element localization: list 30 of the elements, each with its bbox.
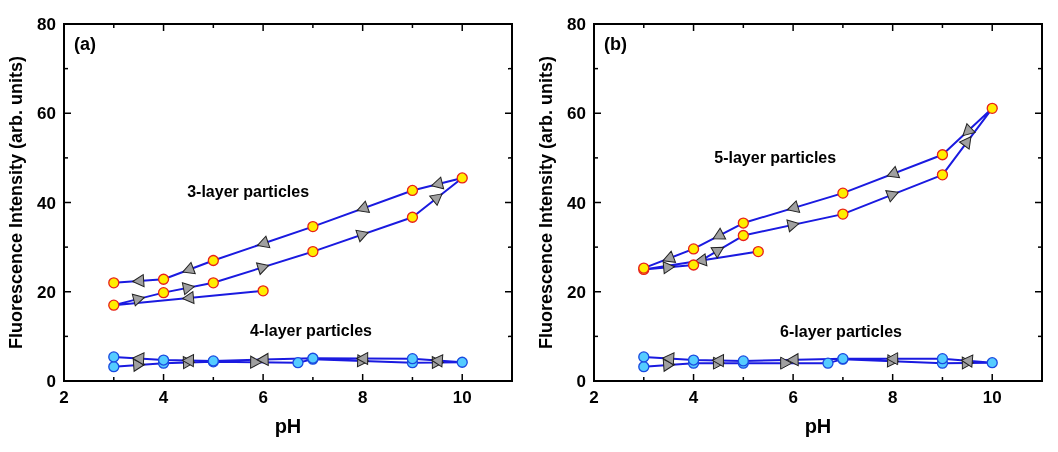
x-tick-label: 6 (788, 388, 798, 407)
x-tick-label: 4 (158, 388, 169, 407)
series-label: 5-layer particles (714, 149, 837, 167)
y-tick-label: 20 (37, 282, 56, 302)
x-tick-label: 2 (59, 388, 69, 407)
y-axis-title: Fluorescence Intensity (arb. units) (6, 55, 26, 350)
x-tick-label: 8 (887, 388, 898, 407)
y-tick-label: 40 (37, 193, 56, 213)
x-tick-label: 10 (452, 388, 472, 407)
text: (b) (604, 34, 627, 54)
y-tick-label: 40 (567, 193, 586, 213)
x-tick-label: 10 (982, 388, 1002, 407)
x-tick-label: 8 (357, 388, 368, 407)
x-tick-label: 6 (258, 388, 268, 407)
y-tick-label: 60 (567, 104, 586, 124)
x-tick-label: 4 (688, 388, 699, 407)
text: (a) (74, 34, 96, 54)
y-tick-label: 80 (37, 15, 56, 34)
x-tick-label: 2 (589, 388, 599, 407)
y-tick-label: 0 (576, 372, 586, 391)
y-tick-label: 60 (37, 104, 56, 124)
x-axis-title: pH (804, 415, 832, 437)
y-tick-label: 20 (567, 282, 586, 302)
series-label: 4-layer particles (250, 322, 373, 340)
y-tick-label: 80 (567, 15, 586, 34)
x-axis-title: pH (274, 415, 302, 437)
y-axis-title: Fluorescence Intensity (arb. units) (536, 55, 556, 350)
y-tick-label: 0 (46, 372, 56, 391)
series-label: 6-layer particles (780, 322, 903, 340)
series-label: 3-layer particles (187, 182, 310, 200)
